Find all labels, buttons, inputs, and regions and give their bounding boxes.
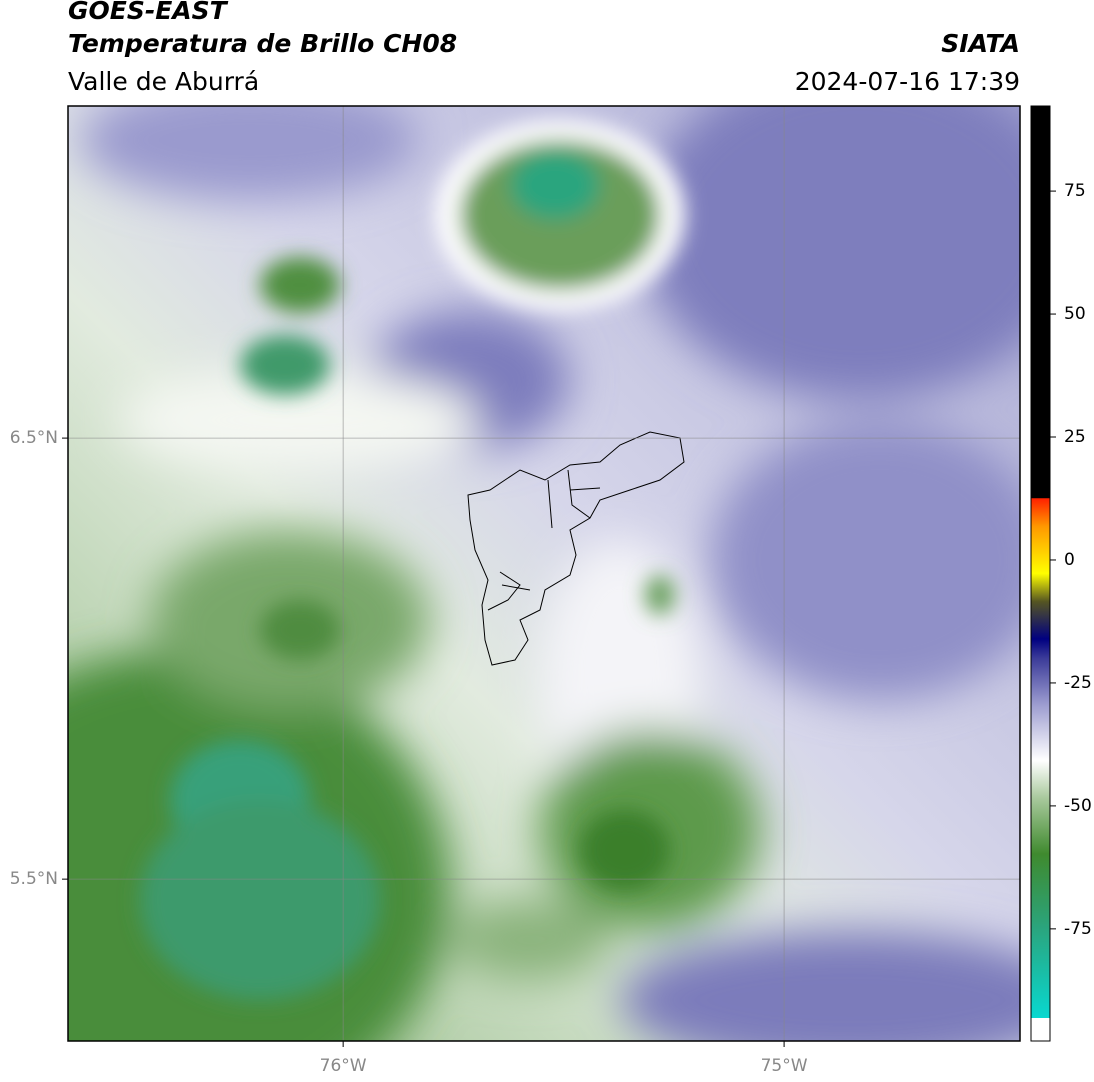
lon-tick-label: 76°W — [320, 1056, 367, 1076]
colorbar-tick-label: 75 — [1064, 181, 1086, 201]
colorbar-tick-label: 25 — [1064, 427, 1086, 447]
lon-tick-label: 75°W — [761, 1056, 808, 1076]
colorbar-tick-label: -50 — [1064, 796, 1092, 816]
satellite-image — [68, 106, 1020, 1041]
source: SIATA — [941, 29, 1020, 58]
colorbar-tick-label: 0 — [1064, 550, 1075, 570]
colorbar-tick-label: -75 — [1064, 919, 1092, 939]
title: GOES-EAST — [68, 0, 229, 25]
colorbar — [1031, 106, 1050, 1041]
municipality-borders — [467, 431, 685, 666]
colorbar-tick-label: 50 — [1064, 304, 1086, 324]
graticule — [68, 106, 1020, 1041]
lat-tick-label: 6.5°N — [10, 428, 58, 448]
subtitle: Temperatura de Brillo CH08 — [68, 29, 457, 58]
lat-tick-label: 5.5°N — [10, 869, 58, 889]
colorbar-tick-label: -25 — [1064, 673, 1092, 693]
datetime: 2024-07-16 17:39 — [795, 67, 1020, 96]
region: Valle de Aburrá — [68, 67, 259, 96]
map-frame — [67, 105, 1021, 1042]
colorbar-under — [1031, 1018, 1050, 1041]
colorbar-frame — [1030, 105, 1051, 1042]
cold-cores — [140, 120, 685, 1000]
